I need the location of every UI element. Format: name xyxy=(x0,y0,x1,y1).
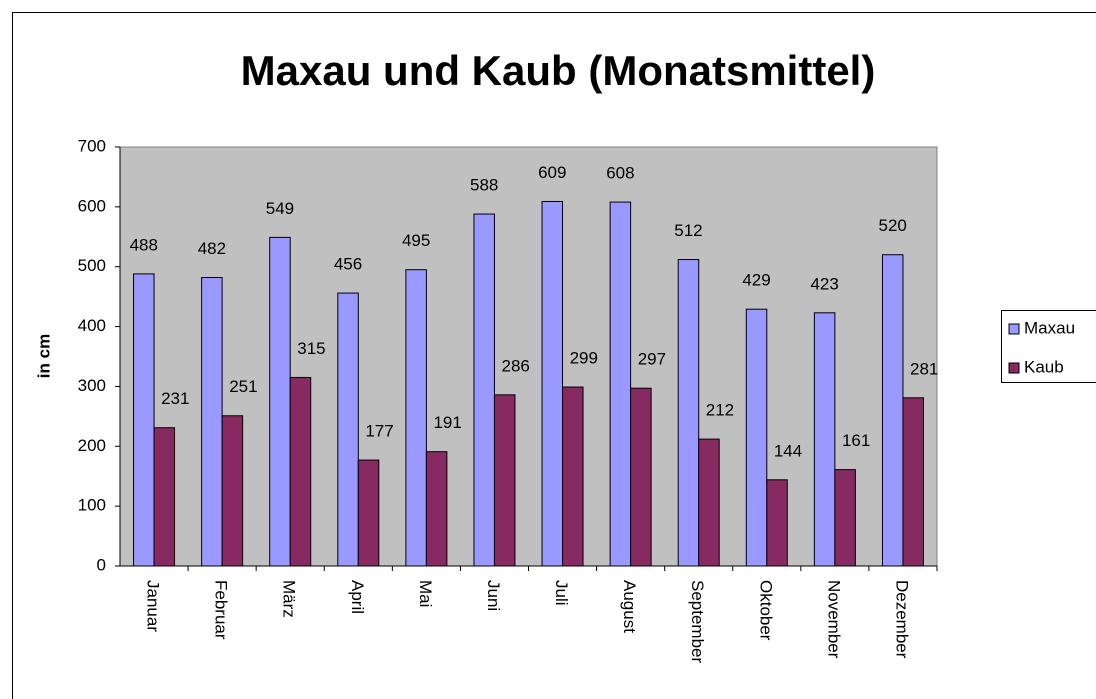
x-tick-label: März xyxy=(280,580,299,618)
y-tick-label: 500 xyxy=(78,256,106,275)
y-tick-label: 700 xyxy=(78,136,106,155)
bar xyxy=(425,451,448,567)
data-label: 281 xyxy=(910,359,938,378)
bar xyxy=(405,269,427,567)
bar xyxy=(201,276,223,567)
bar xyxy=(766,479,788,567)
y-tick-label: 600 xyxy=(78,196,106,215)
x-tick-label: September xyxy=(688,580,707,663)
data-label: 608 xyxy=(606,164,634,183)
y-tick-label: 300 xyxy=(78,376,106,395)
data-label: 251 xyxy=(229,377,257,396)
bar xyxy=(357,459,380,567)
y-tick-label: 200 xyxy=(78,436,106,455)
bar xyxy=(698,438,720,567)
data-label: 161 xyxy=(842,431,870,450)
bar xyxy=(562,386,584,567)
data-label: 299 xyxy=(570,349,598,368)
bar xyxy=(834,469,856,567)
bar xyxy=(221,415,244,567)
data-label: 488 xyxy=(130,235,158,254)
bar xyxy=(630,387,652,567)
x-tick-label: April xyxy=(348,580,367,614)
data-label: 191 xyxy=(433,413,461,432)
bar xyxy=(133,273,155,567)
y-tick-label: 0 xyxy=(97,555,106,574)
data-label: 286 xyxy=(502,356,530,375)
bar xyxy=(902,397,924,567)
bar xyxy=(677,259,700,567)
legend-label: Maxau xyxy=(1024,318,1075,337)
legend-label: Kaub xyxy=(1024,357,1064,376)
bar xyxy=(337,292,359,567)
x-tick-label: Dezember xyxy=(892,580,911,659)
y-axis-title: in cm xyxy=(34,334,53,378)
data-label: 482 xyxy=(198,239,226,258)
bar xyxy=(541,200,564,567)
bar xyxy=(153,427,176,567)
data-label: 212 xyxy=(706,401,734,420)
data-label: 423 xyxy=(810,274,838,293)
x-tick-label: Juli xyxy=(552,580,571,606)
bar xyxy=(745,308,768,567)
x-tick-label: Februar xyxy=(212,580,231,640)
data-label: 456 xyxy=(334,255,362,274)
y-tick-label: 400 xyxy=(78,316,106,335)
data-label: 429 xyxy=(742,271,770,290)
data-label: 495 xyxy=(402,231,430,250)
x-tick-label: Juni xyxy=(484,580,503,611)
x-tick-label: Oktober xyxy=(756,580,775,641)
legend-swatch xyxy=(1008,362,1020,374)
data-label: 520 xyxy=(879,216,907,235)
x-tick-label: Januar xyxy=(144,580,163,632)
bar xyxy=(881,254,904,567)
chart-title: Maxau und Kaub (Monatsmittel) xyxy=(241,47,876,94)
x-tick-label: August xyxy=(620,580,639,633)
data-label: 512 xyxy=(674,221,702,240)
bar xyxy=(609,201,632,567)
x-tick-label: November xyxy=(824,580,843,659)
bar xyxy=(493,394,516,567)
x-tick-label: Mai xyxy=(416,580,435,607)
data-label: 231 xyxy=(161,389,189,408)
bar xyxy=(289,376,312,567)
data-label: 177 xyxy=(365,422,393,441)
plot-area xyxy=(119,146,938,567)
legend-swatch xyxy=(1008,323,1020,335)
data-label: 549 xyxy=(266,199,294,218)
data-label: 315 xyxy=(297,339,325,358)
bar xyxy=(813,312,836,567)
data-label: 144 xyxy=(774,441,802,460)
bar xyxy=(269,236,291,567)
data-label: 609 xyxy=(538,163,566,182)
bar xyxy=(473,213,495,567)
y-tick-label: 100 xyxy=(78,496,106,515)
data-label: 588 xyxy=(470,176,498,195)
data-label: 297 xyxy=(638,350,666,369)
